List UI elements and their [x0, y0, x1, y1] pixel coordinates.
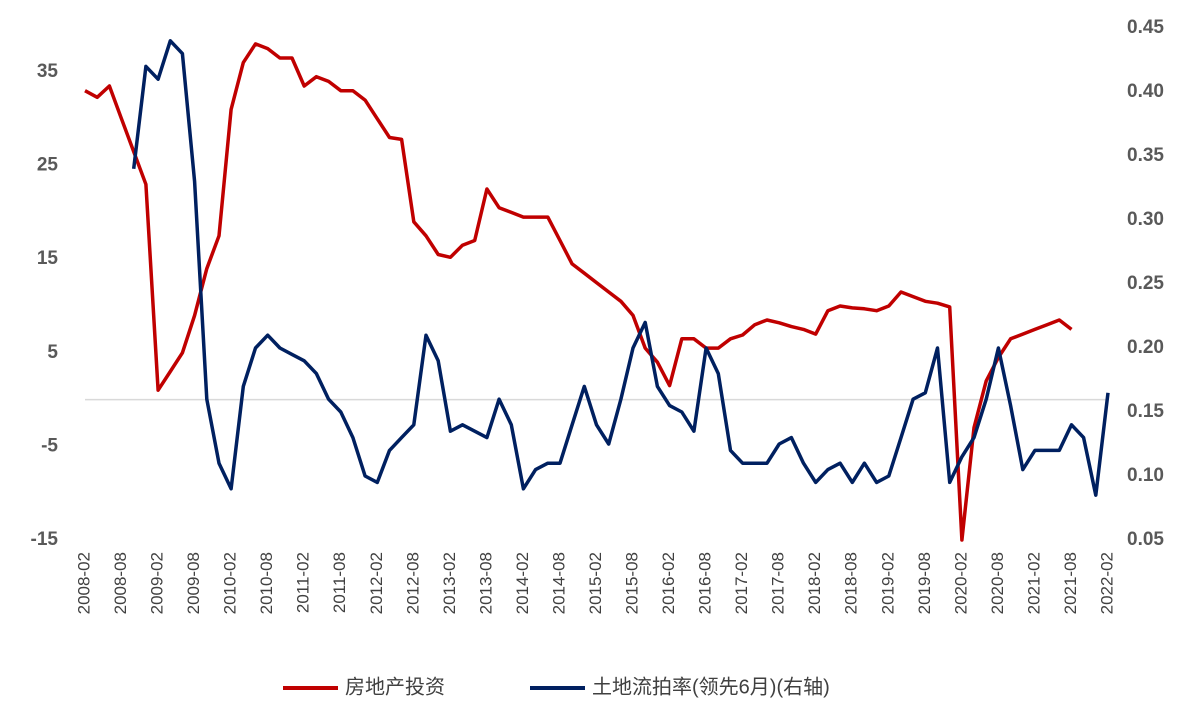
series-line [131, 39, 1110, 497]
x-tick-label: 2018-08 [842, 552, 861, 614]
y2-tick-label: 0.15 [1127, 401, 1164, 422]
y-tick-label: 5 [47, 342, 58, 363]
x-tick-label: 2009-02 [148, 552, 167, 614]
x-tick-label: 2017-02 [732, 552, 751, 614]
y-tick-label: 25 [37, 155, 59, 176]
x-tick-label: 2017-08 [769, 552, 788, 614]
x-tick-label: 2020-08 [988, 552, 1007, 614]
x-tick-label: 2008-08 [111, 552, 130, 614]
x-tick-label: 2016-08 [696, 552, 715, 614]
x-tick-label: 2021-08 [1061, 552, 1080, 614]
y2-tick-label: 0.20 [1127, 337, 1164, 358]
x-tick-label: 2011-08 [330, 552, 349, 613]
x-tick-label: 2011-02 [294, 552, 313, 613]
x-tick-label: 2013-08 [476, 552, 495, 614]
x-tick-label: 2010-02 [221, 552, 240, 614]
legend-label: 土地流拍率(领先6月)(右轴) [592, 675, 830, 698]
x-tick-label: 2013-02 [440, 552, 459, 614]
y-tick-label: -5 [41, 435, 58, 456]
y-tick-label: 15 [37, 248, 59, 269]
y2-tick-label: 0.35 [1127, 145, 1164, 166]
y2-tick-label: 0.10 [1127, 465, 1164, 486]
x-tick-label: 2012-08 [403, 552, 422, 614]
y2-tick-label: 0.30 [1127, 209, 1164, 230]
x-tick-label: 2008-02 [74, 552, 93, 614]
x-tick-label: 2019-08 [915, 552, 934, 614]
x-tick-label: 2016-02 [659, 552, 678, 614]
x-tick-label: 2018-02 [805, 552, 824, 614]
x-tick-label: 2019-02 [878, 552, 897, 614]
x-tick-label: 2020-02 [951, 552, 970, 614]
y-tick-label: -15 [31, 529, 59, 550]
x-tick-label: 2014-02 [513, 552, 532, 614]
y2-tick-label: 0.45 [1127, 17, 1164, 38]
x-tick-label: 2014-08 [549, 552, 568, 614]
y2-tick-label: 0.05 [1127, 529, 1164, 550]
x-tick-label: 2015-02 [586, 552, 605, 614]
x-tick-label: 2022-02 [1097, 552, 1116, 614]
x-tick-label: 2012-02 [367, 552, 386, 614]
x-tick-label: 2015-08 [623, 552, 642, 614]
x-tick-label: 2021-02 [1024, 552, 1043, 614]
series-line [84, 42, 1073, 542]
y-tick-label: 35 [37, 61, 59, 82]
x-tick-label: 2009-08 [184, 552, 203, 614]
y2-tick-label: 0.40 [1127, 81, 1164, 102]
legend-label: 房地产投资 [345, 675, 445, 698]
x-tick-label: 2010-08 [257, 552, 276, 614]
y2-tick-label: 0.25 [1127, 273, 1164, 294]
